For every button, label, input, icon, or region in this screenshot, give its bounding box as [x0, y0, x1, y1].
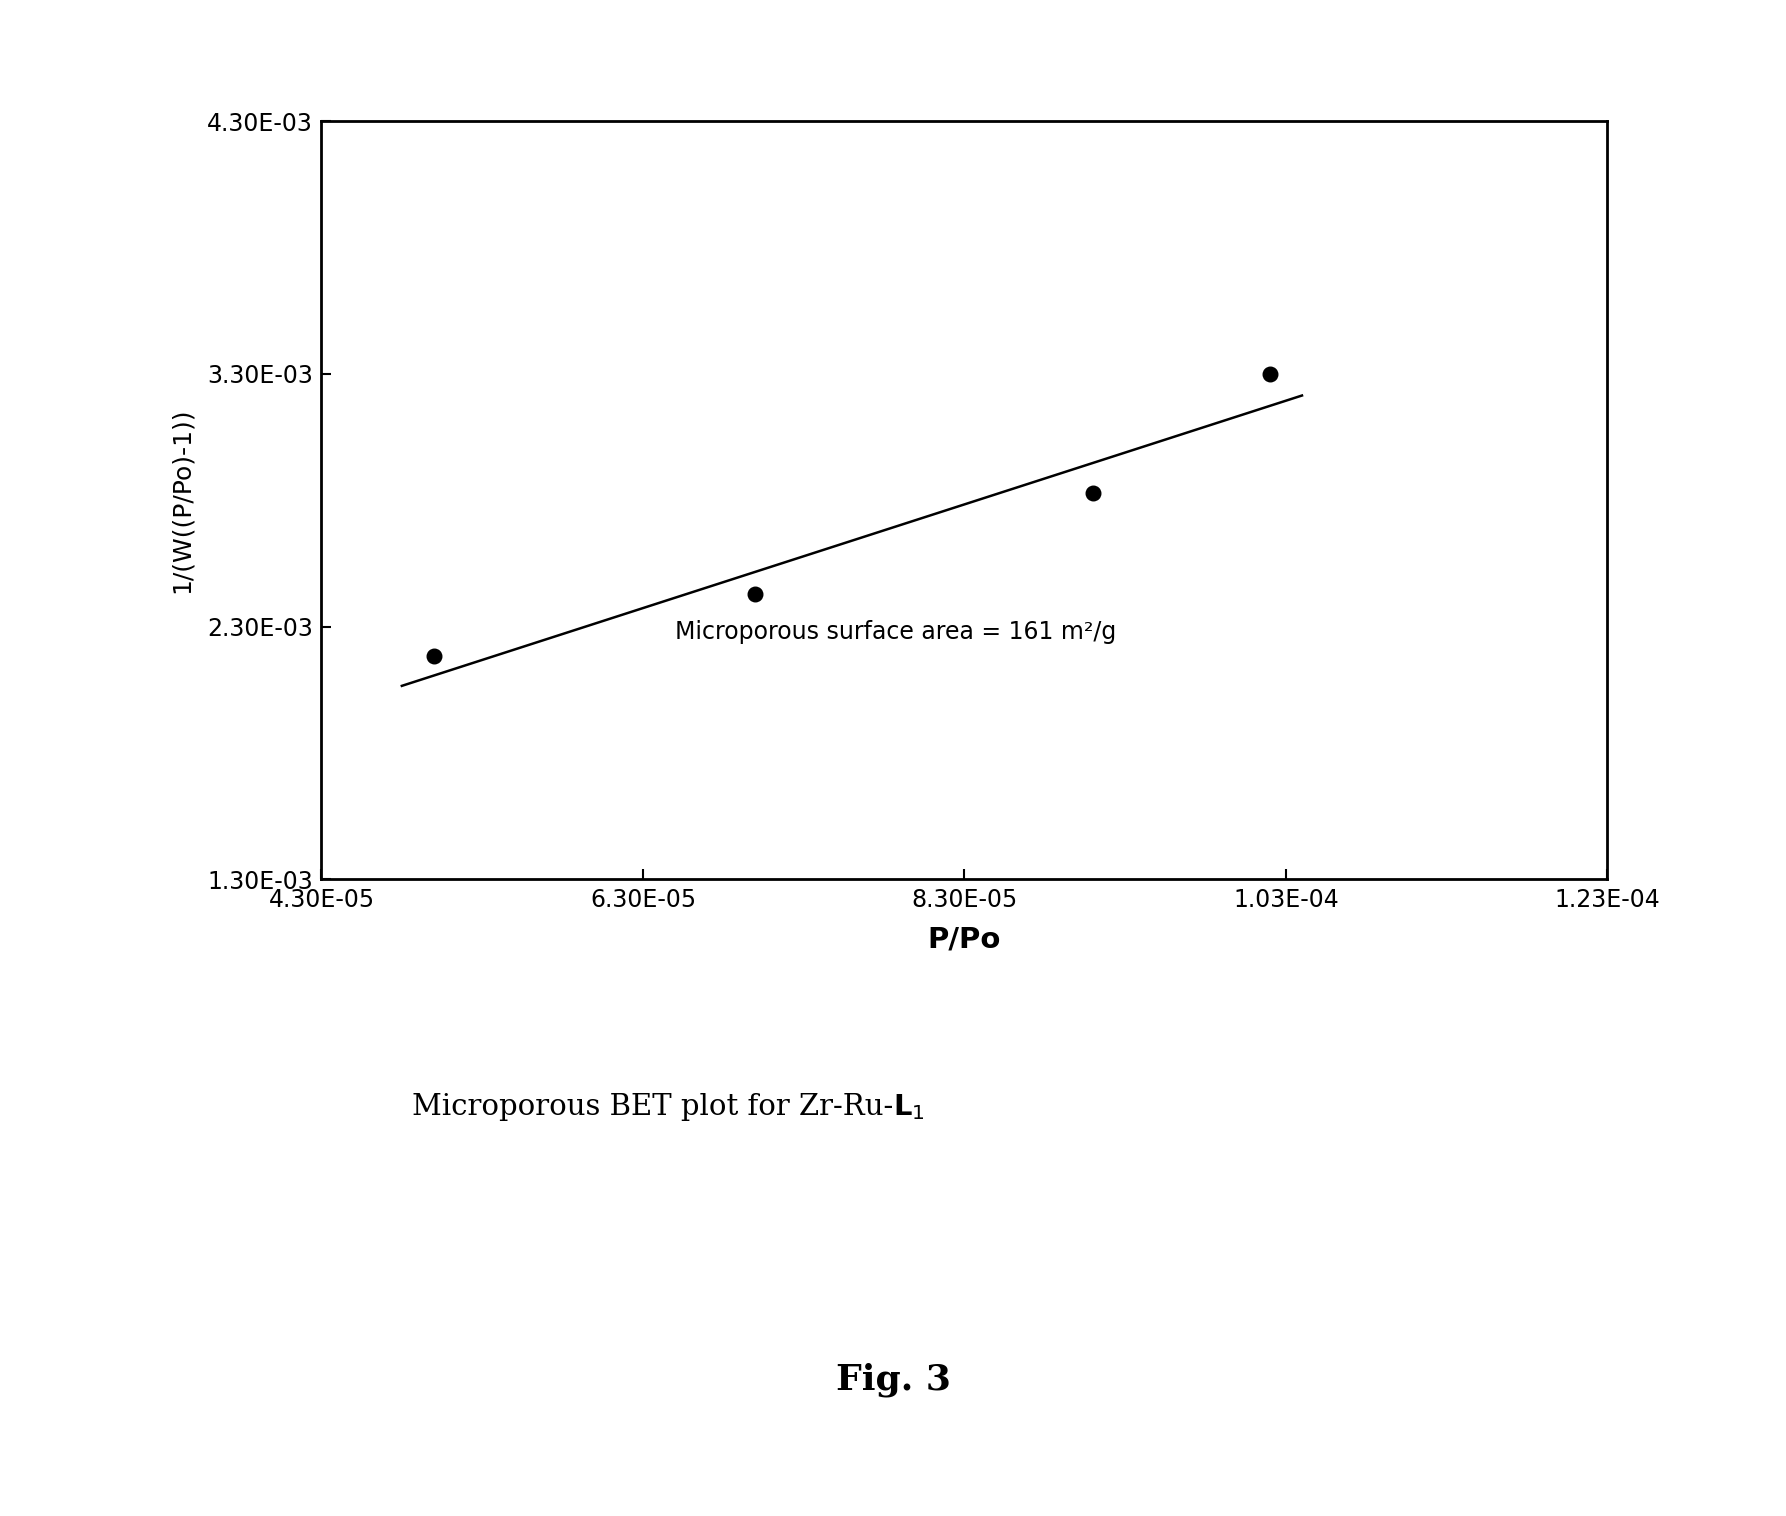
Text: Microporous BET plot for Zr-Ru-: Microporous BET plot for Zr-Ru- — [413, 1093, 893, 1120]
Point — [420, 644, 448, 669]
Point — [741, 582, 770, 606]
Text: Fig. 3: Fig. 3 — [836, 1363, 950, 1396]
X-axis label: P/Po: P/Po — [927, 925, 1002, 954]
Text: $\mathbf{L}_1$: $\mathbf{L}_1$ — [893, 1092, 925, 1122]
Y-axis label: 1/(W((P/Po)-1)): 1/(W((P/Po)-1)) — [170, 408, 193, 593]
Text: Microporous surface area = 161 m²/g: Microporous surface area = 161 m²/g — [675, 620, 1116, 644]
Point — [1079, 481, 1107, 505]
Point — [1256, 362, 1284, 387]
